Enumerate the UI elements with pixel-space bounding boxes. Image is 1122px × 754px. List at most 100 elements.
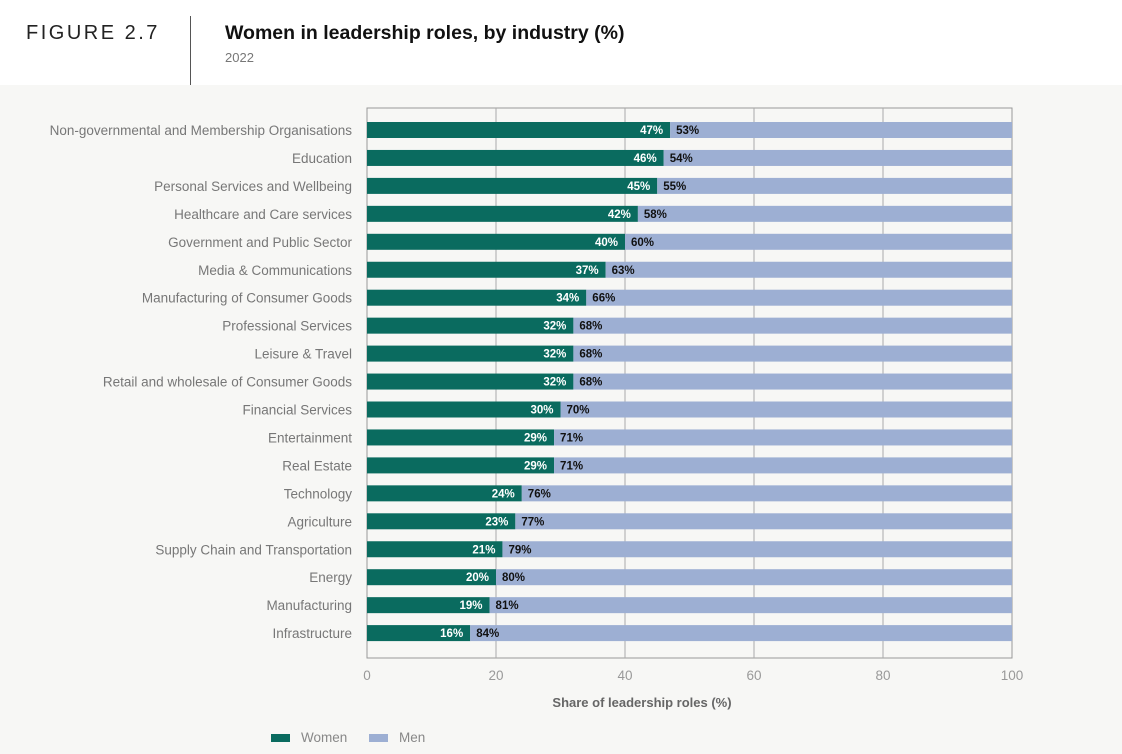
bar-women — [367, 625, 471, 642]
data-label-women: 37% — [576, 265, 599, 277]
bar-men — [657, 177, 1012, 194]
data-label-men: 79% — [508, 544, 531, 556]
category-label: Technology — [284, 486, 353, 501]
bar-men — [586, 289, 1012, 306]
category-label: Education — [292, 151, 352, 166]
category-label: Retail and wholesale of Consumer Goods — [103, 375, 352, 390]
bar-women — [367, 597, 490, 614]
legend: Women Men — [271, 730, 425, 745]
bar-men — [670, 122, 1012, 138]
data-label-men: 53% — [676, 125, 699, 137]
bar-men — [521, 485, 1012, 502]
legend-swatch-men — [369, 734, 388, 742]
bar-men — [663, 149, 1012, 166]
bar-women — [367, 122, 671, 138]
x-tick-label: 100 — [1001, 668, 1024, 683]
data-label-women: 29% — [524, 432, 547, 444]
category-label: Infrastructure — [272, 626, 352, 641]
data-label-men: 71% — [560, 432, 583, 444]
category-label: Energy — [309, 570, 352, 585]
bar-women — [367, 317, 574, 334]
bar-women — [367, 429, 555, 446]
x-tick-label: 60 — [746, 668, 761, 683]
data-label-men: 68% — [579, 321, 602, 333]
data-label-women: 32% — [543, 321, 566, 333]
data-label-women: 16% — [440, 628, 463, 640]
data-label-men: 55% — [663, 181, 686, 193]
data-label-men: 54% — [670, 153, 693, 165]
bar-men — [560, 401, 1012, 418]
data-label-men: 80% — [502, 572, 525, 584]
bar-men — [554, 457, 1012, 474]
category-label: Real Estate — [282, 458, 352, 473]
bar-men — [496, 569, 1012, 586]
bar-women — [367, 177, 658, 194]
data-label-men: 77% — [521, 516, 544, 528]
bar-women — [367, 569, 496, 586]
category-label: Entertainment — [268, 430, 352, 445]
data-label-men: 63% — [612, 265, 635, 277]
bar-women — [367, 401, 561, 418]
bar-women — [367, 373, 574, 390]
bar-men — [573, 317, 1012, 334]
bar-men — [625, 233, 1012, 250]
category-label: Non-governmental and Membership Organisa… — [50, 123, 353, 138]
data-label-women: 29% — [524, 460, 547, 472]
category-label: Supply Chain and Transportation — [155, 542, 352, 557]
bar-men — [605, 261, 1012, 278]
bar-men — [573, 345, 1012, 362]
data-label-men: 60% — [631, 237, 654, 249]
bar-women — [367, 205, 638, 222]
data-label-men: 76% — [528, 488, 551, 500]
data-label-women: 46% — [634, 153, 657, 165]
bar-men — [637, 205, 1012, 222]
header-divider — [190, 16, 191, 85]
data-label-women: 21% — [472, 544, 495, 556]
category-label: Leisure & Travel — [254, 347, 352, 362]
legend-label-men: Men — [399, 730, 425, 745]
data-label-men: 71% — [560, 460, 583, 472]
legend-label-women: Women — [301, 730, 347, 745]
bar-women — [367, 261, 606, 278]
data-label-women: 19% — [460, 600, 483, 612]
category-label: Healthcare and Care services — [174, 207, 352, 222]
figure-header: FIGURE 2.7 Women in leadership roles, by… — [0, 0, 1122, 85]
category-labels: Non-governmental and Membership Organisa… — [50, 123, 353, 641]
bar-women — [367, 289, 587, 306]
bar-men — [515, 513, 1012, 530]
bar-men — [573, 373, 1012, 390]
bar-women — [367, 485, 522, 502]
data-label-men: 58% — [644, 209, 667, 221]
data-label-women: 32% — [543, 377, 566, 389]
x-tick-label: 80 — [875, 668, 890, 683]
data-label-women: 34% — [556, 293, 579, 305]
x-tick-label: 20 — [488, 668, 503, 683]
category-label: Media & Communications — [198, 263, 352, 278]
data-label-women: 24% — [492, 488, 515, 500]
x-tick-label: 0 — [363, 668, 371, 683]
bar-women — [367, 457, 555, 474]
bar-men — [489, 597, 1012, 614]
category-label: Professional Services — [222, 319, 352, 334]
bar-men — [502, 541, 1012, 558]
data-label-men: 68% — [579, 377, 602, 389]
data-label-women: 42% — [608, 209, 631, 221]
bars-layer: 47% 53% 46% 54% 45% 55% 42% 58% 40% 60% 37% 63% 34% 6… — [367, 122, 1012, 642]
x-tick-label: 40 — [617, 668, 632, 683]
bar-women — [367, 345, 574, 362]
bar-women — [367, 513, 516, 530]
data-label-men: 81% — [496, 600, 519, 612]
bar-women — [367, 149, 664, 166]
chart-subtitle: 2022 — [225, 50, 254, 65]
chart-panel — [0, 85, 1122, 754]
x-tick-labels: 0 20 40 60 80 100 — [363, 668, 1023, 683]
data-label-women: 30% — [530, 405, 553, 417]
category-label: Manufacturing of Consumer Goods — [142, 291, 352, 306]
data-label-women: 45% — [627, 181, 650, 193]
bar-men — [554, 429, 1012, 446]
x-axis-label: Share of leadership roles (%) — [552, 695, 731, 710]
category-label: Personal Services and Wellbeing — [154, 179, 352, 194]
data-label-women: 20% — [466, 572, 489, 584]
bar-women — [367, 233, 625, 250]
